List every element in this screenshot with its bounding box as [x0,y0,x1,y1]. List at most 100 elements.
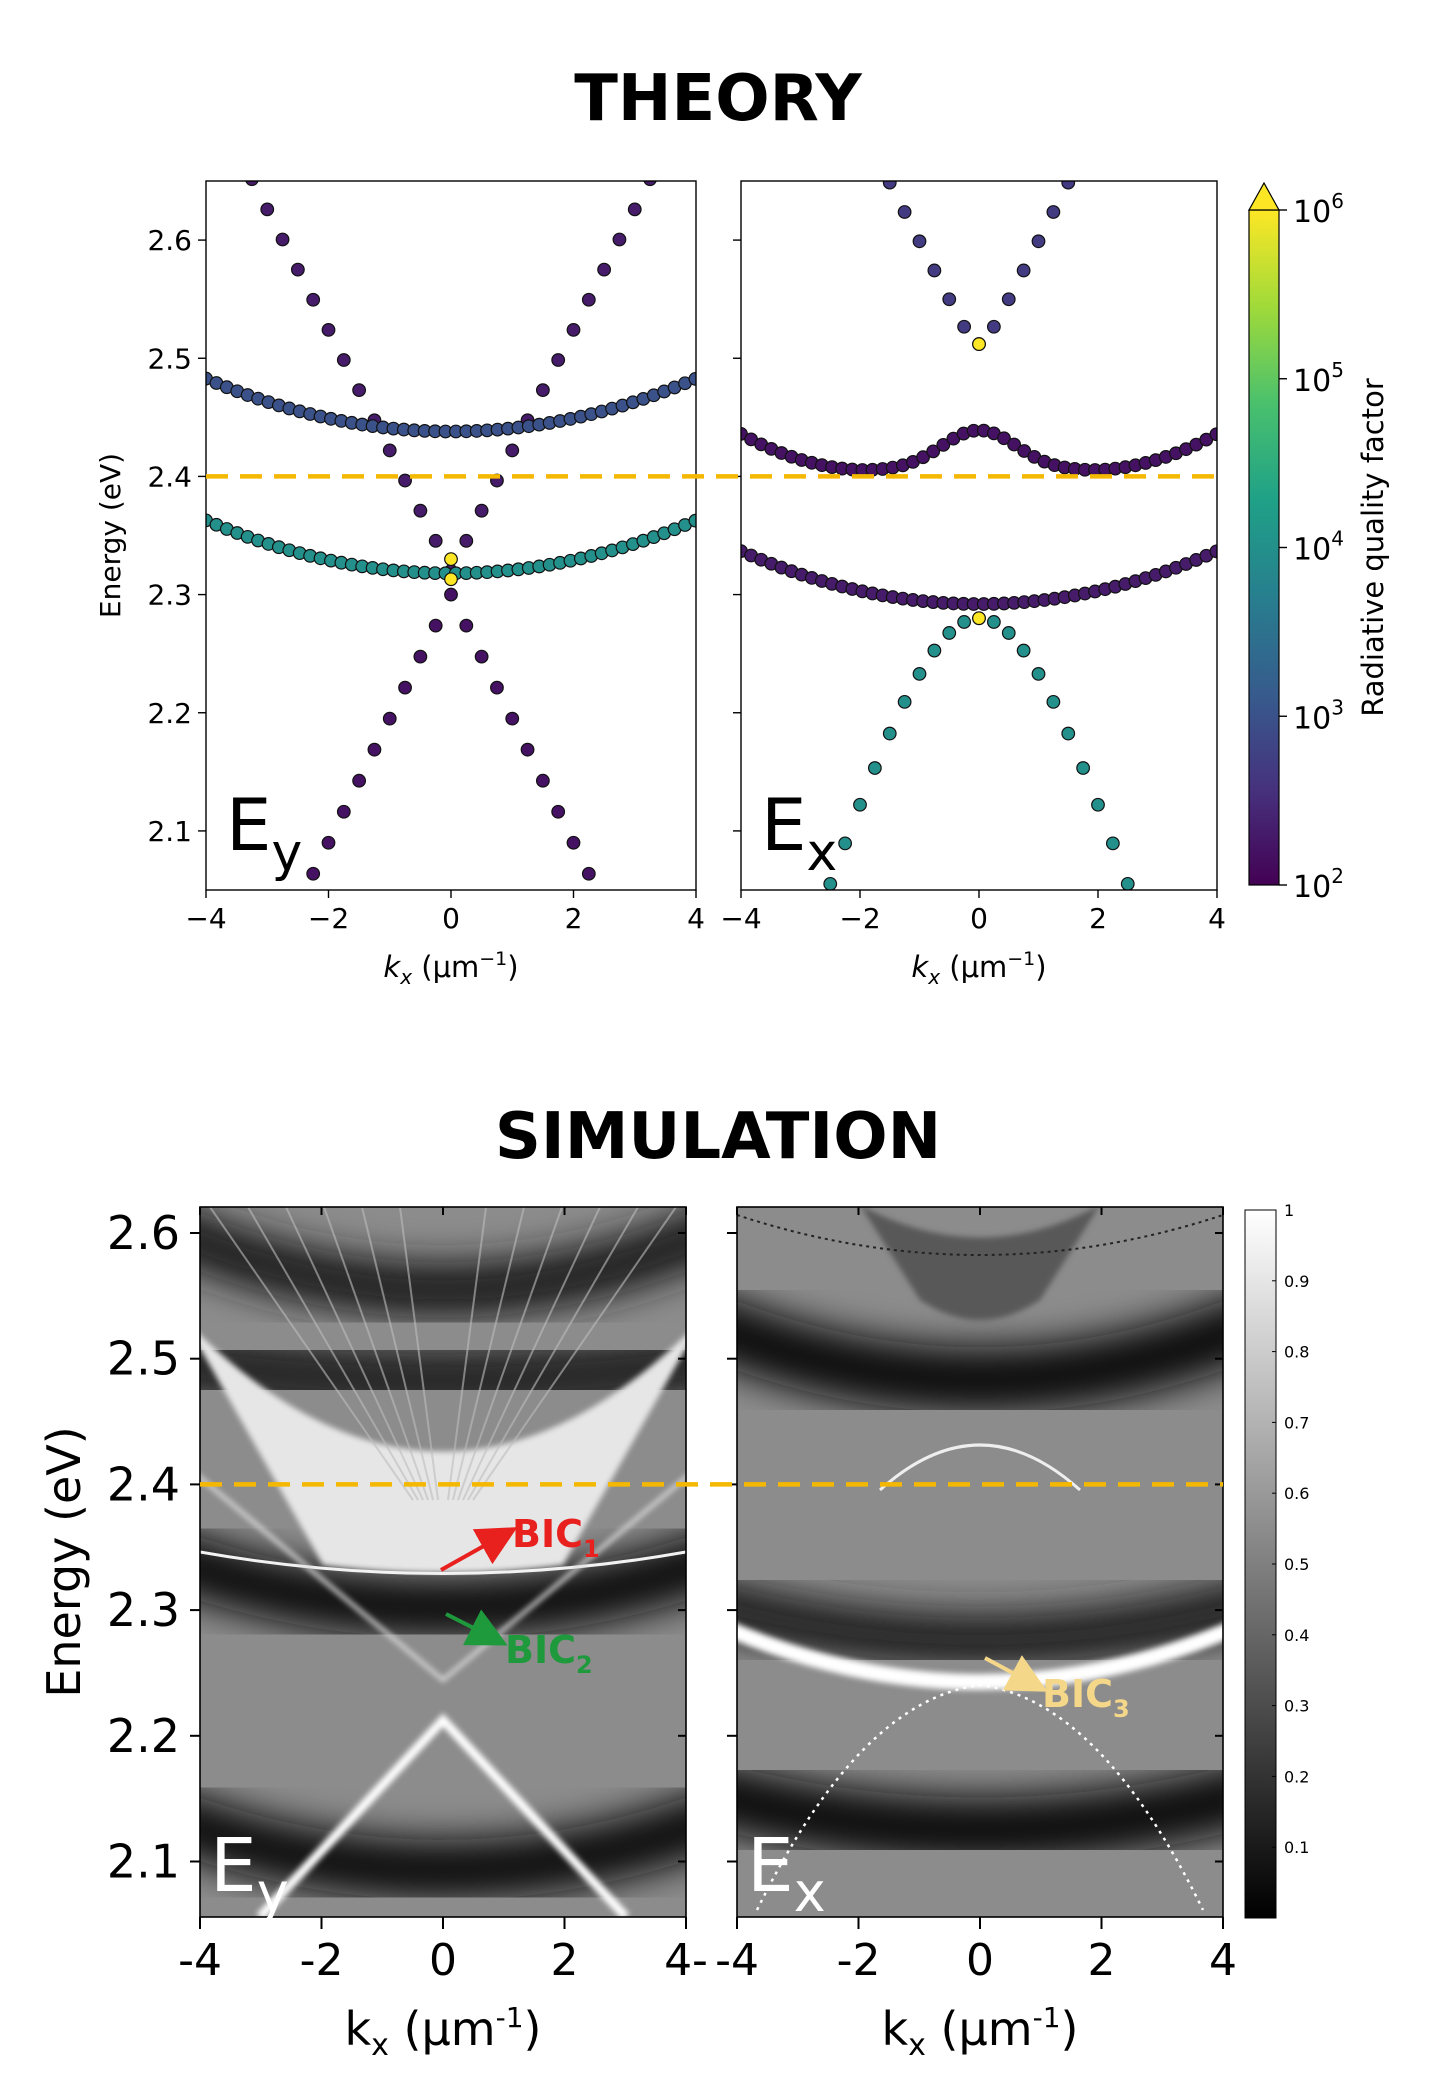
quality-colorbar: 102 103 104 105 106 Radiative quality factor [1247,181,1390,905]
data-point [535,773,550,788]
data-point [260,202,275,217]
panel-label: Ex [747,1823,826,1924]
data-point [1016,263,1031,278]
data-point [926,444,941,459]
colorbar-gradient [1248,209,1280,886]
data-point [566,835,581,850]
grating-line [462,1207,601,1501]
data-point [290,262,305,277]
grating-line [247,1207,419,1501]
grating-line [209,1207,414,1501]
x-axis-label: kx (μm-1) [345,2001,542,2063]
data-point [413,649,428,664]
colorbar-tick-label: 0.5 [1284,1555,1309,1574]
x-tick-label: 4 [1209,1935,1237,1986]
x-axis-label: kx (μm-1) [882,2001,1079,2063]
data-point [398,473,412,488]
data-point [551,353,566,367]
x-tick-label: −2 [839,902,880,935]
bic-arrow [984,1655,1048,1692]
x-tick-label: 4- [664,1935,708,1986]
data-point [912,666,927,681]
grating-line [452,1207,525,1501]
data-point [1105,836,1120,851]
colorbar-tick-label: 105 [1293,358,1344,399]
x-tick-label: 2 [1089,902,1107,935]
panel-label: Ex [761,783,837,883]
dark-band [737,1301,1223,1413]
dark-band [737,1582,1223,1668]
data-point [986,615,1001,629]
x-tick-label: 2 [551,1935,579,1986]
data-point [927,643,942,658]
grating-line [361,1207,434,1501]
colorbar-tick-label: 1 [1284,1201,1294,1220]
grating-line [399,1207,439,1501]
data-point [627,202,642,217]
data-point [535,383,550,398]
bic-point [972,611,986,626]
data-point [867,761,882,775]
bic-arrow [445,1609,508,1646]
data-point [597,262,612,277]
data-point [897,694,912,709]
data-point [566,322,581,337]
data-point [942,626,957,640]
data-point [352,383,367,398]
data-point [459,618,474,633]
x-tick-label: −4 [720,902,761,935]
bic-label: BIC1 [512,1512,600,1563]
y-tick-label: 2.2 [147,697,192,730]
data-point [598,898,611,911]
theory-heading: THEORY [574,62,862,136]
bic-point [444,572,458,587]
data-point [581,292,596,307]
data-point [1061,181,1076,190]
bump-band [878,1443,1082,1492]
panel-label: Ey [226,783,302,883]
colorbar-label: Radiative quality factor [1356,378,1390,717]
x-tick-label: 2 [1088,1935,1116,1986]
data-point [957,615,972,629]
dark-band [200,1212,686,1318]
data-point [245,181,259,187]
bright-band [737,1623,1223,1690]
light-line-lower [256,1713,630,1917]
colorbar-tick-label: 106 [1293,189,1344,230]
x-tick-label: 0 [429,1935,457,1986]
simulation_ex-panel: -4 -2 0 2 4 kx (μm-1) Ex [715,1206,1237,2063]
intensity-colorbar: 1 0.9 0.8 0.7 0.6 0.5 0.4 0.3 0.2 0.1 [1244,1201,1309,1919]
colorbar-tick-label: 0.8 [1284,1343,1309,1362]
colorbar-tick-label: 0.6 [1284,1484,1309,1503]
band-line [200,1550,686,1575]
colorbar-tick-label: 0.1 [1284,1838,1309,1857]
y-tick-label: 2.1 [107,1835,180,1889]
theory_ey-panel: −4 −2 0 2 4 2.1 2.2 2.3 2.4 2.5 2.6 Energy (eV) kx (… [94,180,705,989]
data-point [957,319,972,334]
bic-arrow [440,1527,518,1572]
simulation-heading: SIMULATION [494,1100,942,1174]
colorbar-tick-label: 0.4 [1284,1626,1309,1645]
y-tick-label: 2.4 [147,460,192,493]
colorbar-tick-label: 104 [1293,527,1344,568]
data-point [352,773,367,788]
data-point [382,711,397,726]
colorbar-tick-label: 102 [1293,864,1344,905]
simulation_ey-heatmap [200,1207,686,1917]
data-point [459,533,474,548]
grating-line [457,1207,563,1501]
data-point [398,680,412,695]
grating-line [467,1207,639,1501]
data-point [382,443,397,458]
data-point [912,234,927,249]
data-point [474,649,489,664]
data-point [997,431,1011,446]
data-point [581,866,596,881]
data-point [520,742,535,757]
data-point [321,322,336,337]
colorbar-tick-label: 103 [1293,695,1344,736]
colorbar-tick-label: 0.7 [1284,1413,1309,1432]
x-tick-label: −2 [308,902,349,935]
y-tick-label: 2.3 [147,579,192,612]
colorbar-tick-label: 0.9 [1284,1272,1309,1291]
